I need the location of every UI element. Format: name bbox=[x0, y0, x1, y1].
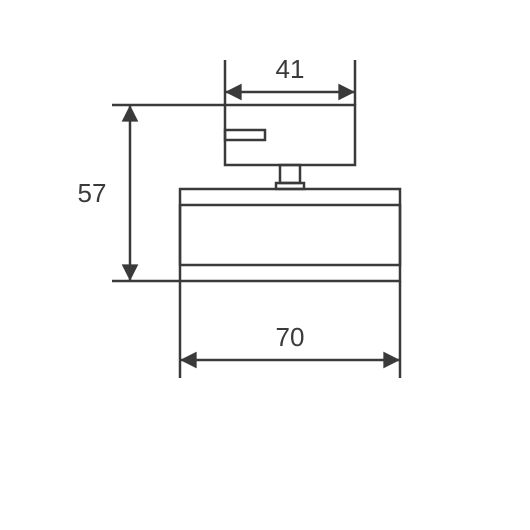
dimension-lines: 41 70 57 bbox=[78, 54, 400, 378]
dim-top-label: 41 bbox=[276, 54, 305, 84]
upper-accent bbox=[225, 130, 265, 140]
neck bbox=[280, 165, 300, 183]
dim-bottom-label: 70 bbox=[276, 322, 305, 352]
object-outline bbox=[180, 105, 400, 281]
technical-drawing: 41 70 57 bbox=[0, 0, 530, 530]
dim-left-label: 57 bbox=[78, 178, 107, 208]
lower-inner bbox=[180, 205, 400, 265]
upper-block bbox=[225, 105, 355, 165]
lower-block bbox=[180, 189, 400, 281]
